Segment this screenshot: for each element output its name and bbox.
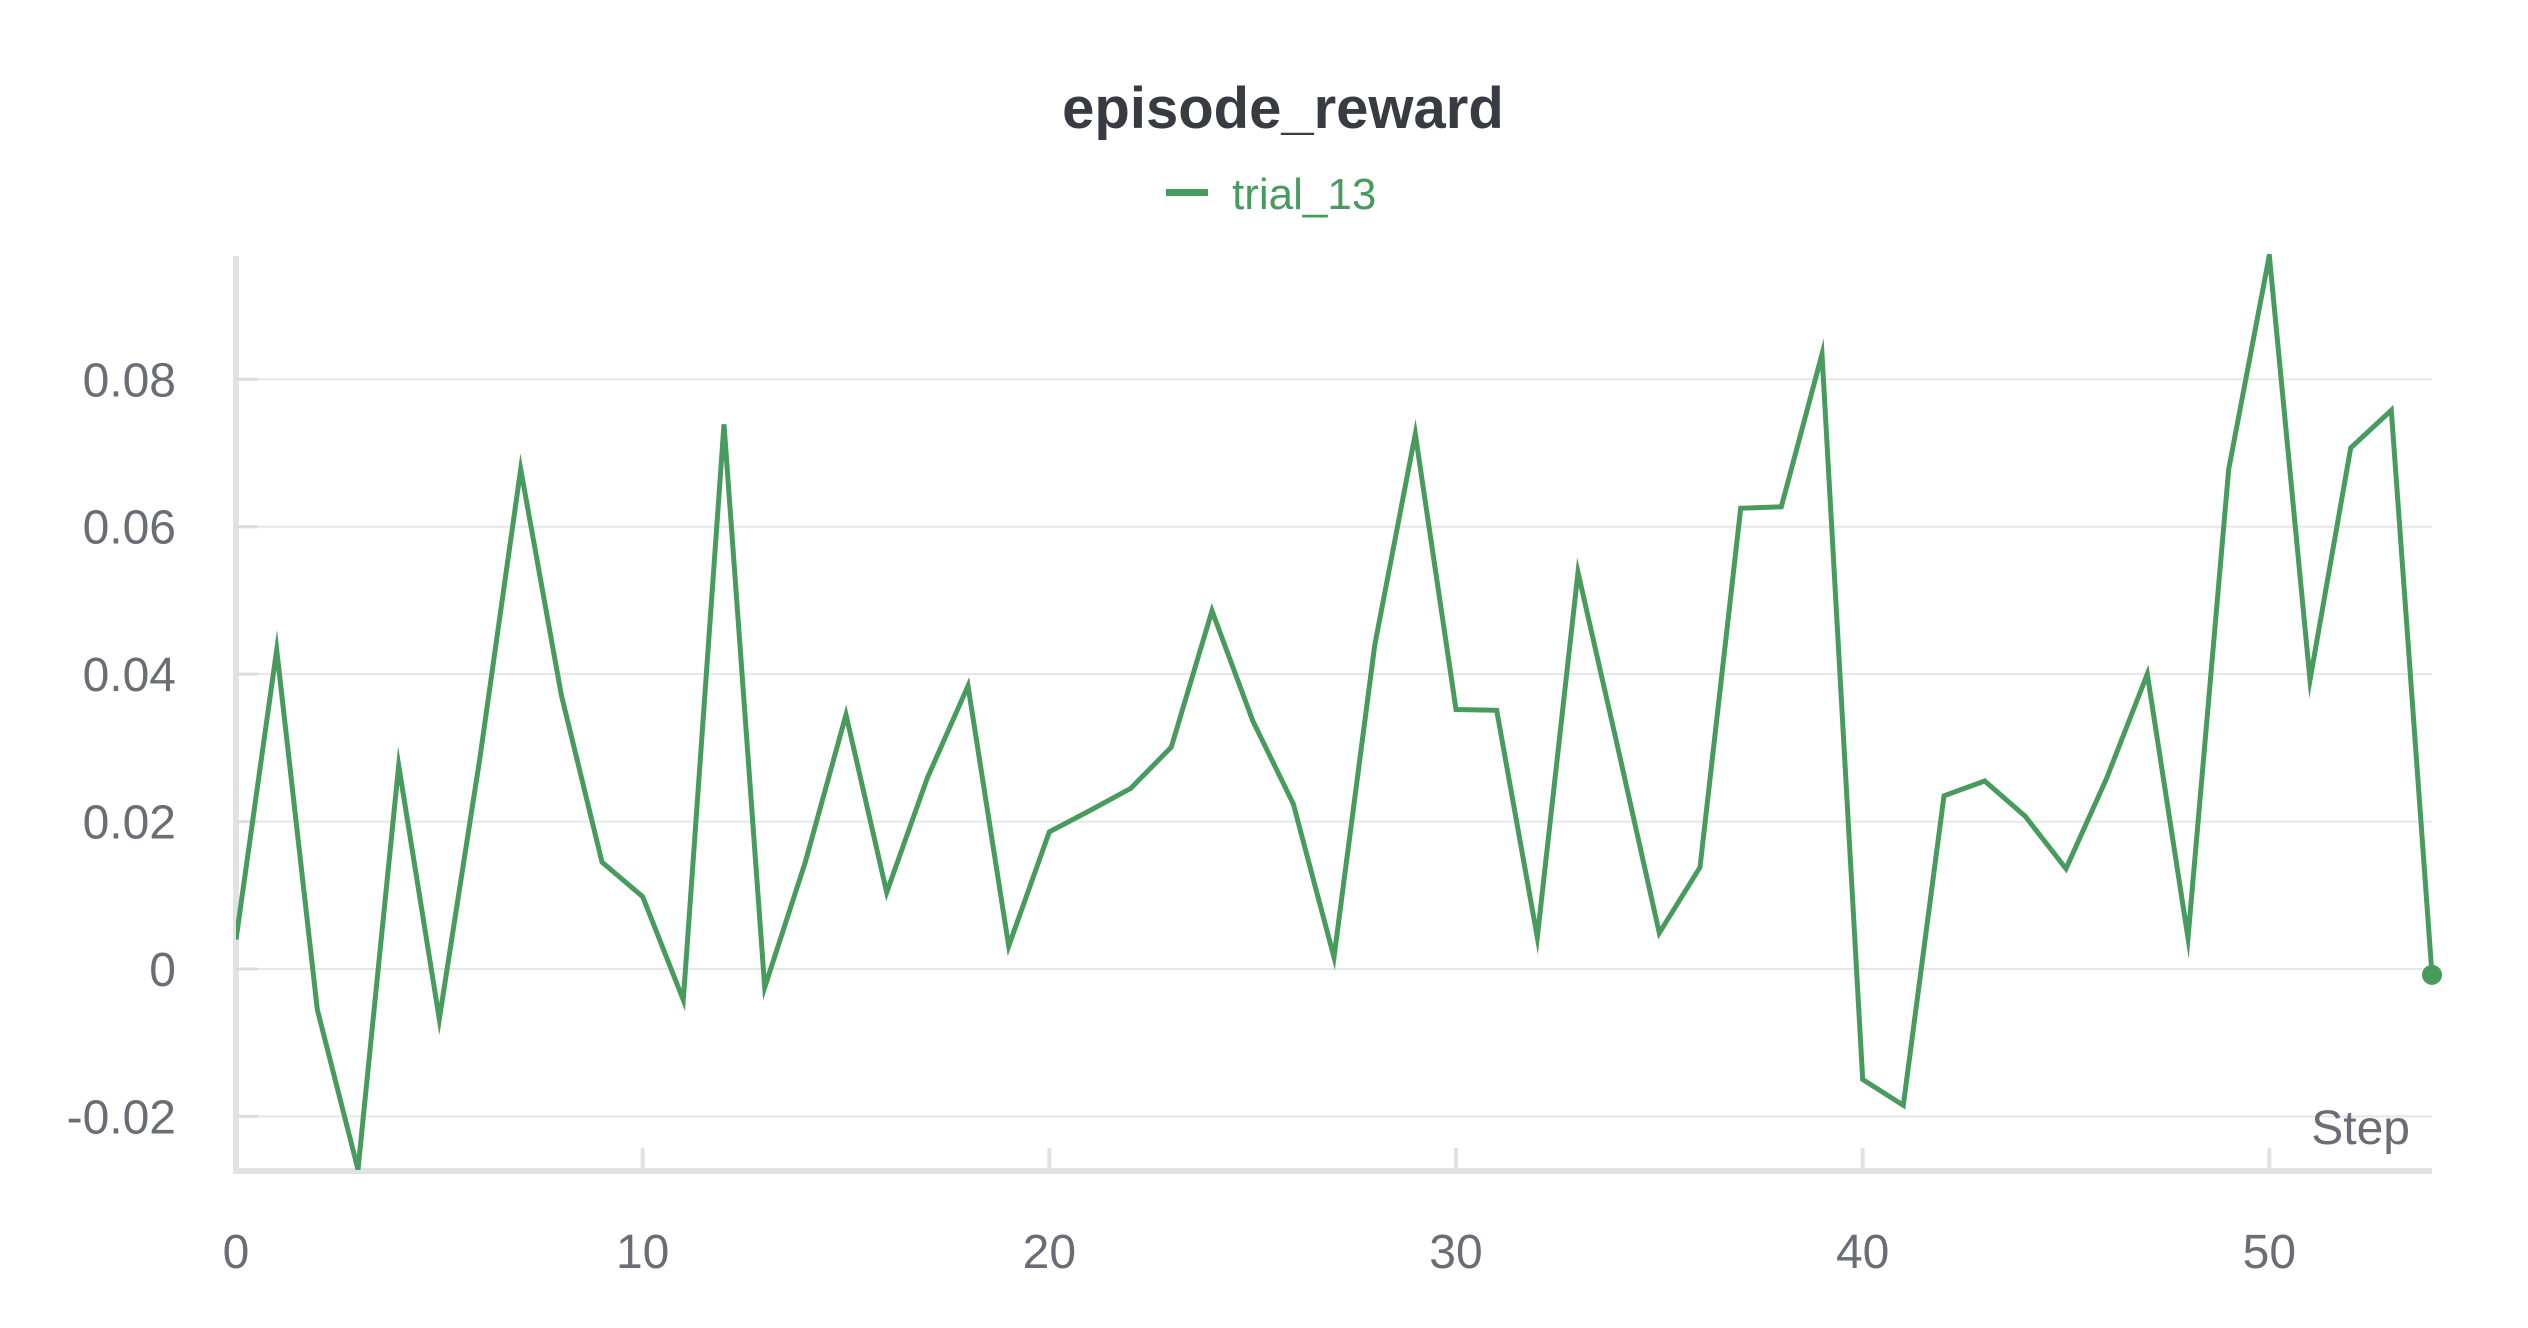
y-tick-label: 0.08 [83, 354, 176, 407]
legend-swatch-trial-13 [1166, 189, 1208, 196]
y-tick-label: 0.04 [83, 649, 176, 702]
x-tick-label: 0 [223, 1226, 250, 1279]
y-tick-label: -0.02 [67, 1091, 176, 1144]
y-tick-label: 0.06 [83, 502, 176, 555]
x-axis-title: Step [2311, 1102, 2410, 1155]
series-end-point[interactable] [2422, 964, 2442, 985]
y-tick-label: 0.02 [83, 797, 176, 850]
legend[interactable]: trial_13 [1166, 170, 1376, 219]
x-axis-ticks: 0 10 20 30 40 50 [223, 1148, 2296, 1279]
series-line-trial-13[interactable] [236, 254, 2435, 1170]
x-tick-label: 10 [616, 1226, 669, 1279]
x-tick-label: 30 [1429, 1226, 1482, 1279]
chart-title: episode_reward [1062, 76, 1504, 141]
grid-lines [236, 378, 2432, 1118]
y-axis-ticks: -0.02 0 0.02 0.04 0.06 0.08 [67, 354, 258, 1144]
axes [233, 256, 2432, 1174]
x-tick-label: 20 [1023, 1226, 1076, 1279]
y-tick-label: 0 [149, 944, 176, 997]
x-tick-label: 50 [2243, 1226, 2296, 1279]
x-tick-label: 40 [1836, 1226, 1889, 1279]
legend-label-trial-13: trial_13 [1232, 170, 1376, 219]
plot-area[interactable] [236, 254, 2442, 1170]
